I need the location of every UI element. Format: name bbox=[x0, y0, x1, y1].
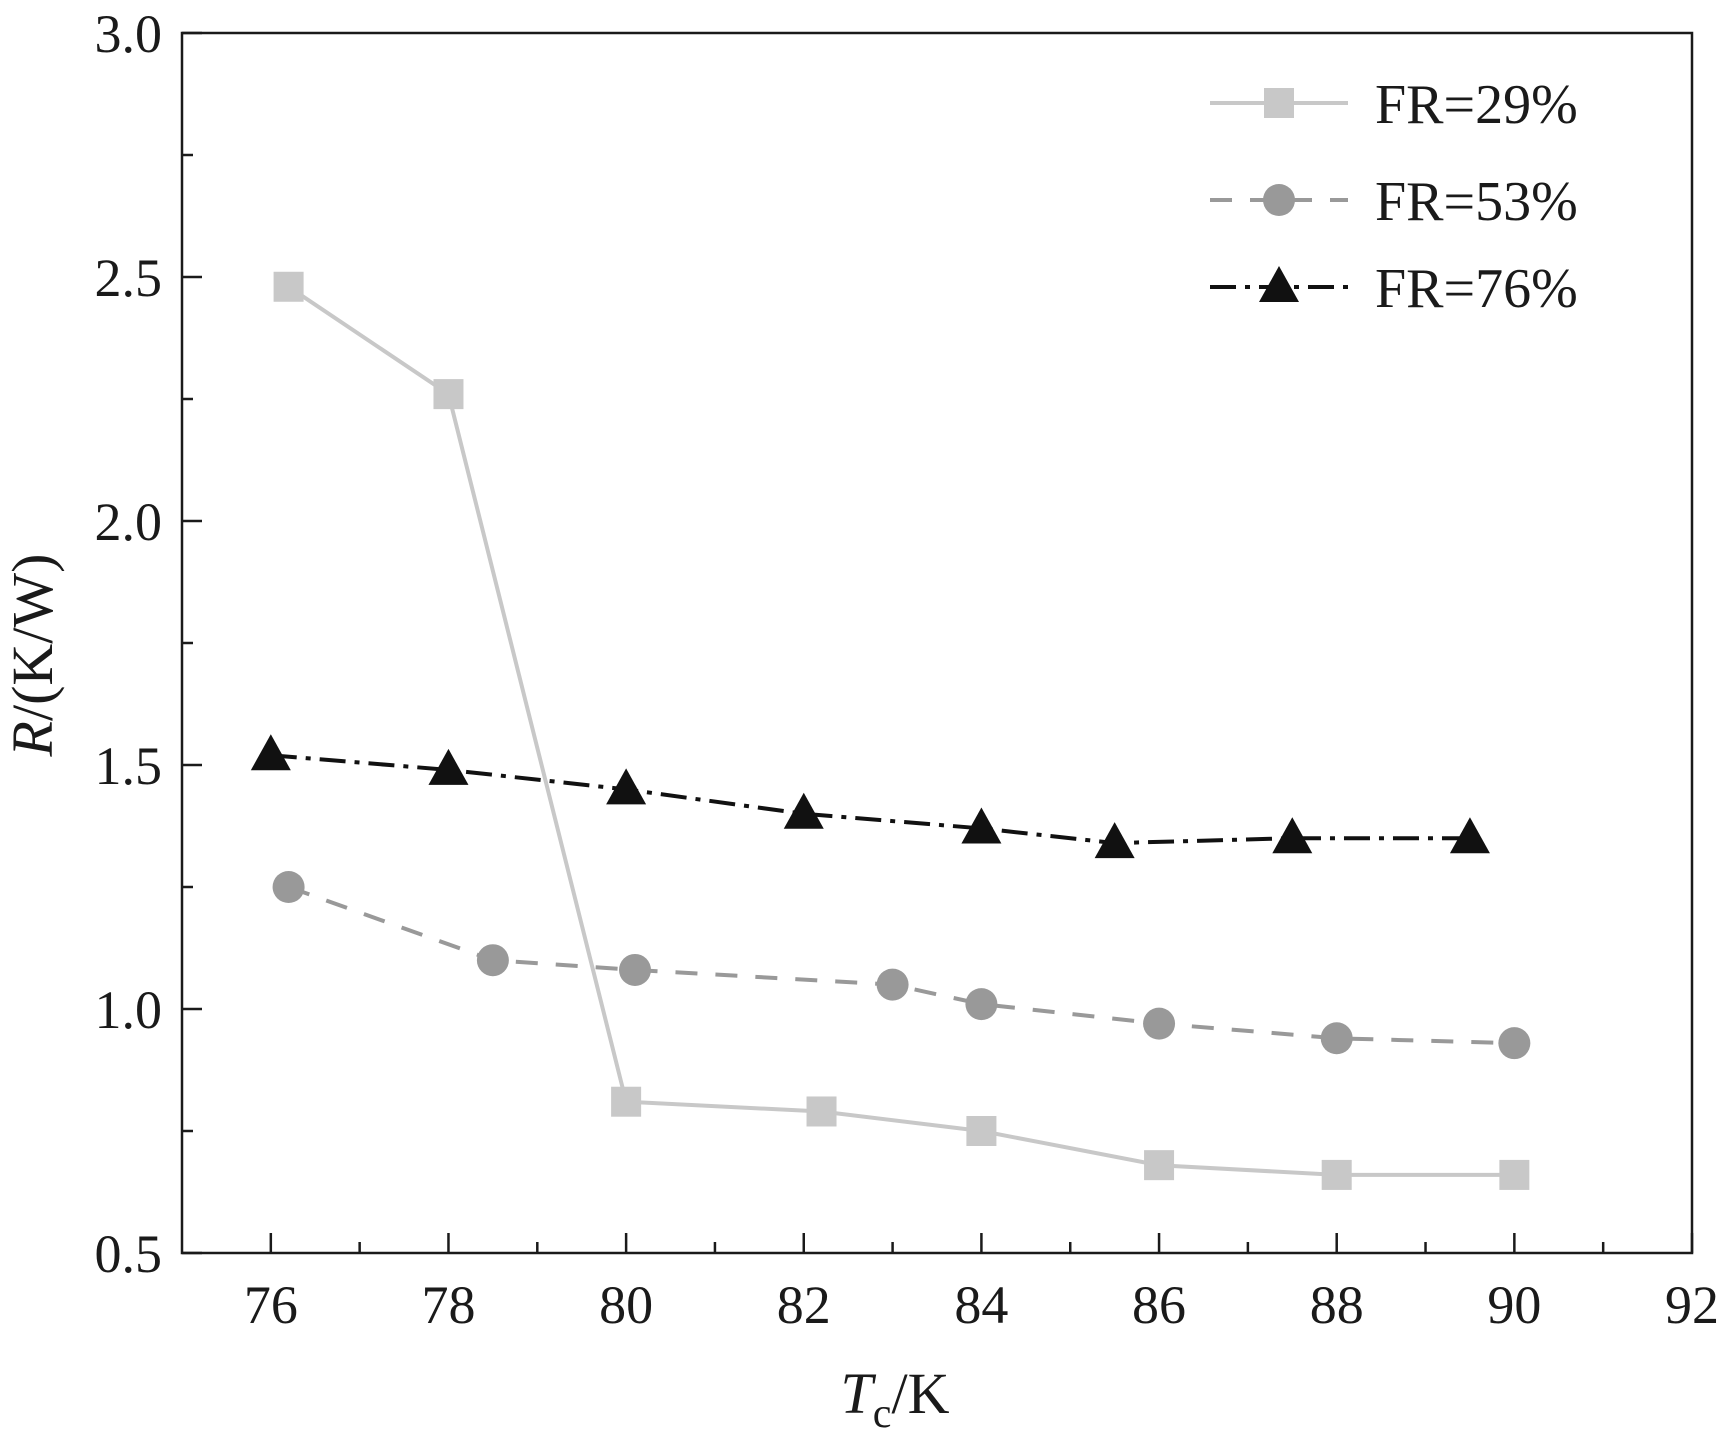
data-point-triangle bbox=[961, 807, 1002, 844]
series-1 bbox=[273, 271, 1530, 1190]
legend-marker bbox=[1263, 184, 1295, 216]
legend-marker bbox=[1259, 266, 1299, 302]
data-point-triangle bbox=[250, 734, 291, 771]
y-tick-label: 2.0 bbox=[95, 492, 163, 552]
series-3 bbox=[250, 734, 1490, 859]
data-point-circle bbox=[1498, 1027, 1531, 1060]
data-point-circle bbox=[619, 953, 651, 986]
data-point-triangle bbox=[1449, 817, 1490, 854]
data-point-triangle bbox=[1272, 817, 1313, 854]
legend-item: FR=53% bbox=[1210, 171, 1578, 233]
y-tick-label: 1.5 bbox=[95, 736, 163, 796]
series-layer bbox=[250, 271, 1531, 1190]
y-axis-title-unit: /(K/W) bbox=[0, 554, 65, 722]
data-point-circle bbox=[1143, 1007, 1176, 1040]
data-point-square bbox=[1321, 1159, 1352, 1190]
y-axis-title: R/(K/W) bbox=[0, 554, 65, 758]
x-tick-label: 80 bbox=[599, 1275, 653, 1335]
data-point-triangle bbox=[783, 792, 824, 829]
data-point-circle bbox=[876, 968, 909, 1001]
legend-item: FR=29% bbox=[1210, 74, 1578, 136]
data-point-triangle bbox=[428, 748, 469, 785]
data-point-circle bbox=[272, 871, 305, 903]
x-axis-title-subscript: c bbox=[873, 1391, 892, 1437]
series-line bbox=[270, 753, 1470, 846]
data-point-square bbox=[806, 1096, 837, 1127]
data-point-square bbox=[273, 271, 304, 302]
x-axis-title-symbol: T bbox=[841, 1361, 877, 1426]
legend-label: FR=76% bbox=[1375, 258, 1578, 320]
data-point-circle bbox=[1320, 1022, 1353, 1055]
x-tick-label: 92 bbox=[1665, 1275, 1719, 1335]
x-tick-label: 78 bbox=[421, 1275, 475, 1335]
legend-item: FR=76% bbox=[1210, 258, 1578, 320]
data-point-square bbox=[433, 379, 464, 410]
series-line bbox=[287, 285, 1515, 1177]
data-point-triangle bbox=[1094, 822, 1135, 859]
y-tick-label: 0.5 bbox=[95, 1224, 163, 1284]
y-tick-label: 2.5 bbox=[95, 248, 163, 308]
x-tick-label: 82 bbox=[777, 1275, 831, 1335]
axes-layer: 76 78 80 82 84 86 88 90 92 0.5 1.0 1.5 2.0 2.5 3.0 bbox=[95, 4, 1720, 1335]
data-point-square bbox=[1144, 1150, 1175, 1181]
data-point-circle bbox=[965, 988, 998, 1021]
data-point-square bbox=[611, 1086, 642, 1117]
x-tick-label: 76 bbox=[244, 1275, 298, 1335]
legend-label: FR=29% bbox=[1375, 74, 1578, 136]
legend-marker bbox=[1264, 88, 1294, 118]
axis-titles: Tc/K R/(K/W) bbox=[0, 554, 950, 1437]
y-tick-label: 1.0 bbox=[95, 980, 163, 1040]
data-point-triangle bbox=[606, 768, 647, 805]
x-tick-label: 88 bbox=[1310, 1275, 1364, 1335]
legend-label: FR=53% bbox=[1375, 171, 1578, 233]
series-2 bbox=[272, 871, 1531, 1060]
series-line bbox=[287, 885, 1515, 1046]
x-axis-title: Tc/K bbox=[841, 1361, 950, 1437]
x-axis-title-unit: /K bbox=[891, 1361, 949, 1426]
data-point-square bbox=[1499, 1159, 1530, 1190]
data-point-square bbox=[966, 1116, 997, 1146]
x-tick-label: 90 bbox=[1487, 1275, 1541, 1335]
y-axis-title-symbol: R bbox=[0, 721, 65, 757]
legend: FR=29% FR=53% FR=76% bbox=[1210, 74, 1578, 320]
y-tick-label: 3.0 bbox=[95, 4, 163, 64]
x-tick-label: 84 bbox=[954, 1275, 1008, 1335]
x-tick-label: 86 bbox=[1132, 1275, 1186, 1335]
data-point-circle bbox=[476, 944, 509, 977]
